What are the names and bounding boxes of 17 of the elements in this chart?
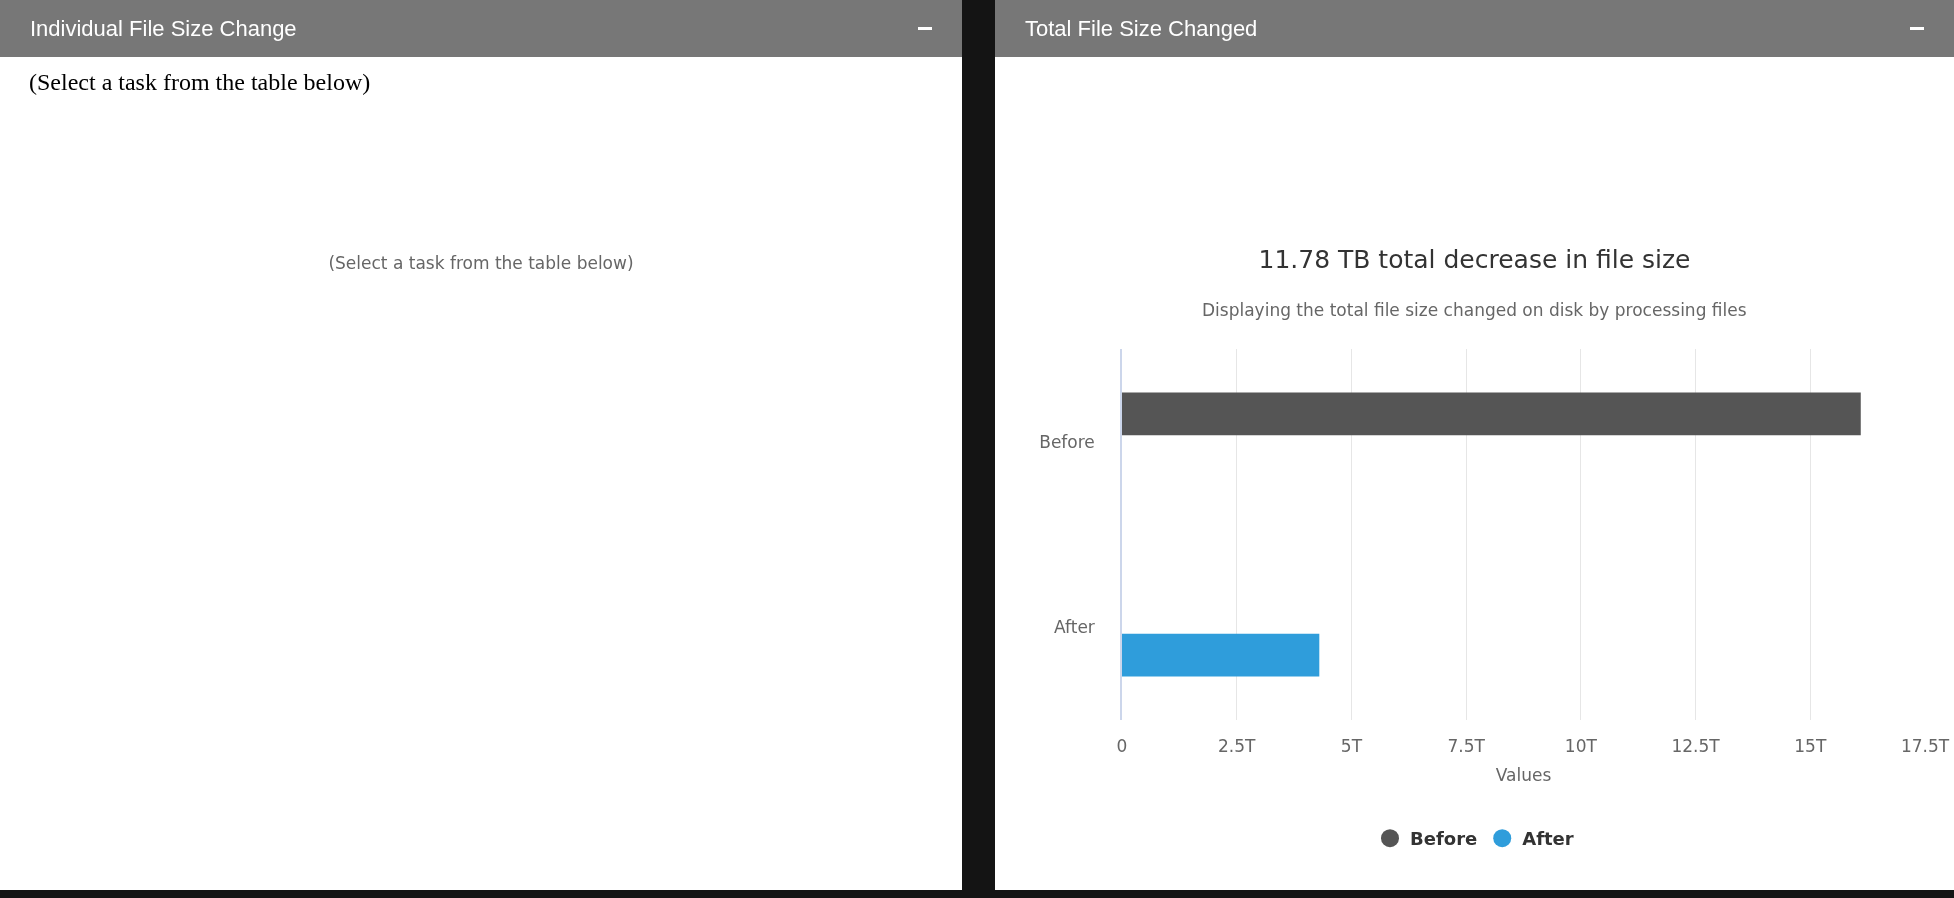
chart-subtitle: Displaying the total file size changed on disk by processing files <box>1202 300 1747 320</box>
x-tick-label: 2.5T <box>1218 736 1257 756</box>
x-axis-title: Values <box>1495 765 1552 786</box>
x-tick-label: 17.5T <box>1900 736 1950 756</box>
legend-label: Before <box>1410 828 1478 850</box>
x-tick-label: 7.5T <box>1447 736 1486 756</box>
x-tick-label: 10T <box>1564 736 1598 756</box>
x-tick-label: 0 <box>1116 736 1128 756</box>
x-tick-label: 15T <box>1794 736 1827 756</box>
text: Total File Size Changed <box>1025 15 1258 43</box>
text: (Select a task from the table below) <box>327 252 635 274</box>
x-tick-label: 5T <box>1340 736 1363 756</box>
text: (Select a task from the table below) <box>29 68 371 96</box>
text: Individual File Size Change <box>30 15 297 43</box>
x-tick-label: 12.5T <box>1671 736 1721 756</box>
chart-title: 11.78 TB total decrease in file size <box>1258 244 1691 274</box>
legend-label: After <box>1522 828 1574 850</box>
